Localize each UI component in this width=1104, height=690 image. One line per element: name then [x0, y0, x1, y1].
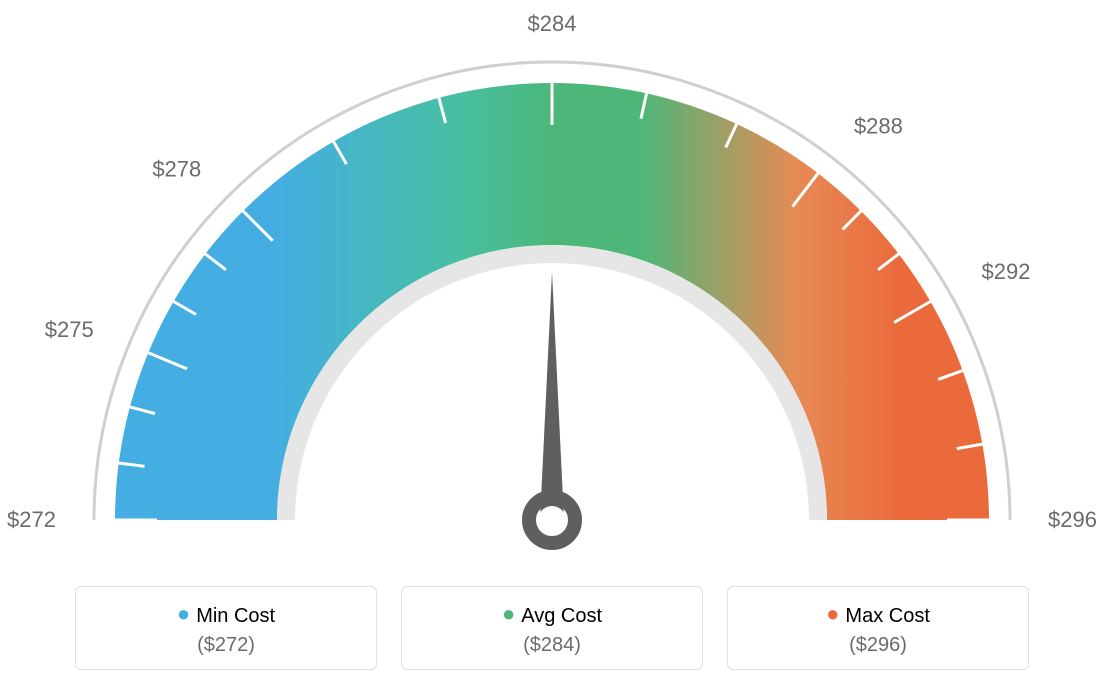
legend-value-max: ($296)	[728, 634, 1028, 657]
svg-text:$292: $292	[982, 259, 1031, 284]
gauge-svg: $272 $275 $278 $284 $288 $292 $296	[0, 0, 1104, 560]
legend-label-min: Min Cost	[196, 605, 275, 627]
legend-label-avg: Avg Cost	[521, 605, 602, 627]
legend-bullet-avg: ●	[502, 601, 515, 626]
legend-bullet-max: ●	[826, 601, 839, 626]
svg-text:$278: $278	[152, 156, 201, 181]
legend-card-avg: ● Avg Cost ($284)	[401, 586, 703, 670]
legend-card-min: ● Min Cost ($272)	[75, 586, 377, 670]
legend-value-min: ($272)	[76, 634, 376, 657]
svg-text:$288: $288	[854, 113, 903, 138]
svg-text:$272: $272	[7, 507, 56, 532]
legend-card-max: ● Max Cost ($296)	[727, 586, 1029, 670]
legend-title-max: ● Max Cost	[728, 601, 1028, 628]
legend-label-max: Max Cost	[845, 605, 929, 627]
legend-title-min: ● Min Cost	[76, 601, 376, 628]
legend-row: ● Min Cost ($272) ● Avg Cost ($284) ● Max C…	[0, 586, 1104, 670]
svg-text:$284: $284	[528, 11, 577, 36]
svg-text:$275: $275	[45, 317, 94, 342]
legend-value-avg: ($284)	[402, 634, 702, 657]
legend-bullet-min: ●	[177, 601, 190, 626]
svg-text:$296: $296	[1048, 507, 1097, 532]
cost-gauge: $272 $275 $278 $284 $288 $292 $296	[0, 0, 1104, 560]
legend-title-avg: ● Avg Cost	[402, 601, 702, 628]
